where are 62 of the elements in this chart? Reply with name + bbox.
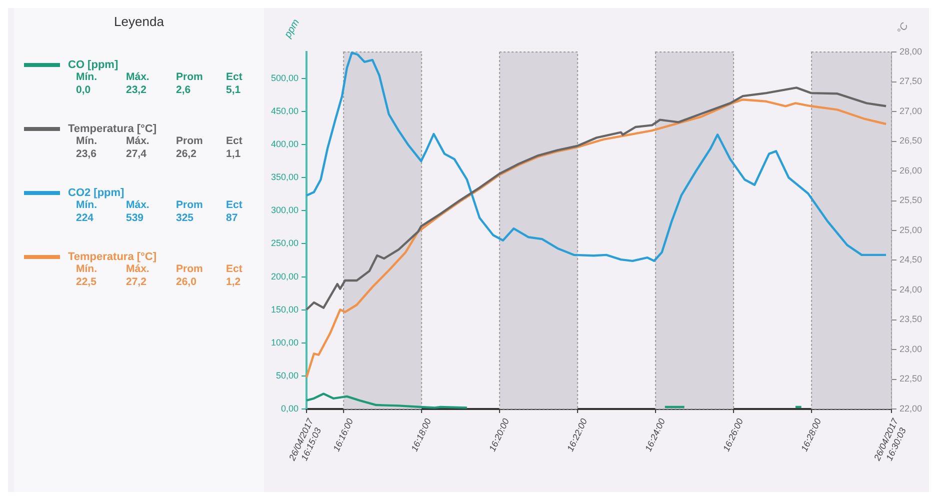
y-tick-label: 450,00 [270, 106, 299, 116]
text: 27,2 [126, 276, 146, 288]
text: Mín. [76, 199, 97, 211]
y-tick-label: 200,00 [270, 271, 299, 282]
text: Máx. [126, 135, 150, 147]
y2-tick-label: 25,00 [899, 224, 922, 235]
text: Ect [226, 71, 242, 83]
text: 27,4 [126, 148, 146, 160]
y-tick-label: 250,00 [270, 238, 299, 248]
text: 539 [126, 212, 144, 224]
y2-tick-label: 24,50 [899, 254, 922, 265]
legend-label: CO [ppm] [68, 59, 118, 71]
text: Máx. [126, 199, 150, 211]
text: 0,0 [76, 84, 91, 96]
text: Mín. [76, 135, 97, 147]
y-tick-label: 50,00 [276, 370, 299, 380]
y2-tick-label: 22,00 [899, 403, 922, 414]
text: 1,2 [226, 276, 241, 288]
text: Ect [226, 263, 242, 275]
legend-label: Temperatura [°C] [68, 123, 157, 135]
y2-tick-label: 23,50 [899, 314, 922, 324]
y-tick-label: 500,00 [270, 72, 299, 83]
y-tick-label: 150,00 [270, 304, 299, 314]
legend-label: Temperatura [°C] [68, 251, 157, 263]
text: Mín. [76, 71, 97, 83]
y2-tick-label: 27,00 [899, 106, 922, 116]
text: 26,0 [176, 276, 196, 288]
text: 5,1 [226, 84, 241, 96]
text: Mín. [76, 263, 97, 275]
text: 23,2 [126, 84, 146, 96]
text: Prom [176, 135, 203, 147]
y-tick-label: 400,00 [270, 139, 299, 150]
y2-tick-label: 26,00 [899, 165, 922, 176]
legend-title: Leyenda [113, 14, 165, 29]
text: 87 [226, 212, 238, 224]
y2-tick-label: 25,50 [899, 195, 922, 206]
y2-tick-label: 27,50 [899, 76, 922, 86]
text: 325 [176, 212, 194, 224]
y2-axis-title: °C [896, 20, 912, 36]
y2-tick-label: 24,00 [899, 284, 922, 294]
y-tick-label: 300,00 [270, 205, 299, 216]
y2-tick-label: 26,50 [899, 136, 922, 146]
y2-tick-label: 23,00 [899, 344, 922, 354]
text: 224 [76, 212, 94, 224]
text: Máx. [126, 263, 150, 275]
text: 23,6 [76, 148, 96, 160]
text: 26,2 [176, 148, 196, 160]
text: 22,5 [76, 276, 96, 288]
text: 1,1 [226, 148, 241, 160]
y2-tick-label: 22,50 [899, 374, 922, 384]
y-tick-label: 100,00 [270, 337, 299, 348]
y-tick-label: 0,00 [280, 403, 299, 414]
text: Máx. [126, 71, 150, 83]
text: Prom [176, 199, 203, 211]
text: Ect [226, 199, 242, 211]
text: Ect [226, 135, 242, 147]
text: 2,6 [176, 84, 191, 96]
y2-tick-label: 28,00 [899, 46, 922, 56]
legend-label: CO2 [ppm] [68, 187, 124, 199]
text: Prom [176, 263, 203, 275]
y-tick-label: 350,00 [270, 172, 299, 182]
text: Prom [176, 71, 203, 83]
